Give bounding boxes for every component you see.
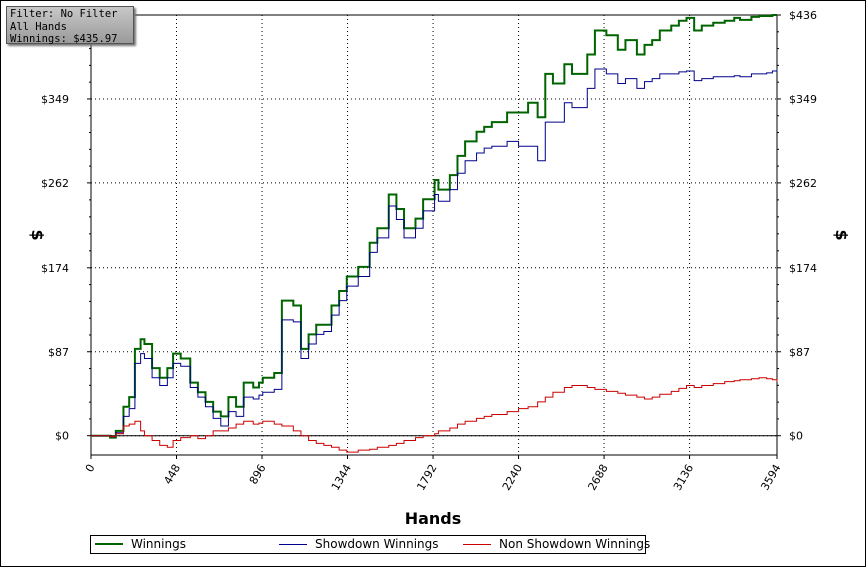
x-tick-label: 3594	[758, 462, 783, 493]
showdown-winnings-line	[91, 68, 778, 438]
grid-lines	[91, 14, 777, 455]
filter-info-box: Filter: No Filter All Hands Winnings: $4…	[6, 6, 134, 45]
legend-swatch-winnings	[95, 543, 123, 545]
hands-label: All Hands	[10, 20, 67, 33]
x-tick-label: 2688	[585, 462, 610, 493]
y-axis-title-left: $	[28, 229, 47, 240]
y-axis-title-right: $	[832, 229, 851, 240]
legend-swatch-non-showdown	[463, 544, 491, 545]
plot-area	[90, 14, 778, 456]
chart-legend: Winnings Showdown Winnings Non Showdown …	[90, 535, 650, 554]
y-tick-label-left: $349	[41, 93, 69, 106]
y-tick-label-left: $174	[41, 262, 69, 275]
x-tick-label: 1344	[329, 462, 354, 493]
x-axis-title: Hands	[405, 509, 462, 528]
y-tick-label-right: $87	[789, 346, 810, 359]
winnings-line	[91, 14, 777, 439]
x-tick-label: 0	[83, 462, 98, 475]
x-tick-label: 448	[161, 462, 183, 487]
y-tick-label-right: $0	[789, 430, 803, 443]
y-tick-label-left: $262	[41, 177, 69, 190]
x-tick-label: 2240	[500, 462, 525, 493]
non-showdown-winnings-line	[91, 377, 778, 453]
filter-label: Filter: No Filter	[10, 8, 118, 20]
legend-label-winnings: Winnings	[131, 537, 186, 551]
y-tick-label-left: $0	[55, 430, 69, 443]
legend-label-non-showdown: Non Showdown Winnings	[499, 537, 651, 551]
x-tick-label: 1792	[414, 462, 439, 493]
x-tick-label: 896	[247, 462, 269, 487]
y-tick-label-right: $262	[789, 177, 817, 190]
y-tick-label-right: $436	[789, 9, 817, 22]
legend-label-showdown: Showdown Winnings	[315, 537, 439, 551]
legend-swatch-showdown	[279, 544, 307, 545]
y-tick-label-right: $349	[789, 93, 817, 106]
x-tick-label: 3136	[671, 462, 696, 493]
y-tick-label-left: $87	[48, 346, 69, 359]
y-tick-label-right: $174	[789, 262, 817, 275]
winnings-total-label: Winnings: $435.97	[10, 33, 118, 45]
